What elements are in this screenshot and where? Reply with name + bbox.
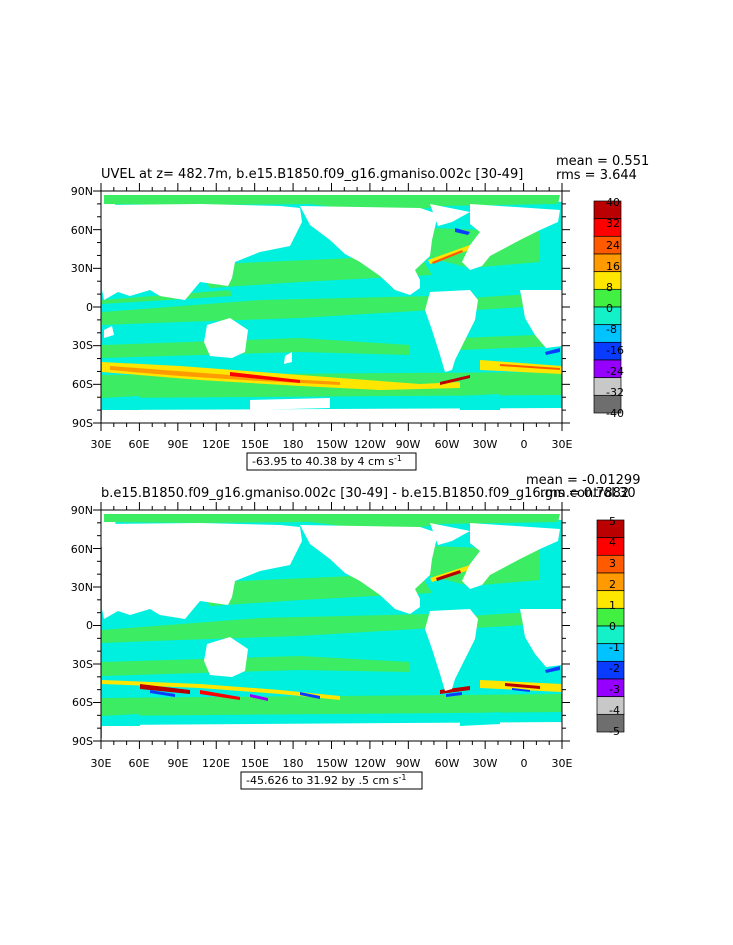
lon-label: 30E [552, 438, 573, 451]
lon-label: 90W [396, 757, 421, 770]
lat-label: 30S [72, 658, 93, 671]
panel-2-map [101, 510, 562, 741]
colorbar-label: -2 [609, 662, 620, 675]
colorbar-label: 16 [606, 260, 620, 273]
lon-label: 60W [435, 438, 460, 451]
panel-2-range-exp: -1 [398, 773, 406, 782]
lat-label: 60N [71, 543, 93, 556]
lon-label: 150W [316, 757, 348, 770]
lat-label: 0 [86, 619, 93, 632]
lat-label: 90S [72, 417, 93, 430]
colorbar-swatch [596, 713, 625, 733]
panel-1-range-box [246, 452, 417, 471]
lon-label: 150W [316, 438, 348, 451]
colorbar-label: -8 [606, 323, 617, 336]
panel-1: UVEL at z= 482.7m, b.e15.B1850.f09_g16.g… [71, 154, 649, 471]
lat-label: 60N [71, 224, 93, 237]
colorbar-label: 3 [609, 557, 616, 570]
lon-label: 30W [473, 438, 498, 451]
lon-label: 30E [91, 757, 112, 770]
panel-1-range-text: -63.95 to 40.38 by 4 cm s [252, 455, 394, 468]
panel-2-lat-labels: 90N 60N 30N 0 30S 60S 90S [71, 504, 93, 748]
panel-1-range: -63.95 to 40.38 by 4 cm s-1 [252, 454, 402, 468]
lon-label: 120E [202, 757, 230, 770]
colorbar-label: 4 [609, 536, 616, 549]
lon-label: 30E [552, 757, 573, 770]
lon-label: 180 [283, 438, 304, 451]
colorbar-label: -4 [609, 704, 620, 717]
lon-label: 180 [283, 757, 304, 770]
colorbar-label: 1 [609, 599, 616, 612]
colorbar-label: -16 [606, 344, 624, 357]
lon-label: 120E [202, 438, 230, 451]
colorbar-label: 32 [606, 217, 620, 230]
lon-label: 60E [129, 757, 150, 770]
panel-2-range: -45.626 to 31.92 by .5 cm s-1 [246, 773, 406, 787]
lon-label: 90W [396, 438, 421, 451]
colorbar-label: -1 [609, 641, 620, 654]
lat-label: 30S [72, 339, 93, 352]
panel-1-range-exp: -1 [394, 454, 402, 463]
panel-1-map [101, 191, 562, 423]
colorbar-label: -32 [606, 386, 624, 399]
panel-2-range-box [240, 771, 423, 790]
lon-label: 150E [241, 757, 269, 770]
panel-1-ticks [93, 183, 570, 431]
lat-label: 0 [86, 301, 93, 314]
lon-label: 120W [354, 757, 386, 770]
colorbar-label: -3 [609, 683, 620, 696]
lat-label: 30N [71, 581, 93, 594]
panel-1-rms: rms = 3.644 [556, 168, 637, 183]
colorbar-label: 24 [606, 239, 620, 252]
lon-label: 0 [521, 438, 528, 451]
panel-1-mean: mean = 0.551 [556, 154, 649, 169]
colorbar-label: 0 [609, 620, 616, 633]
lat-label: 60S [72, 378, 93, 391]
lon-label: 150E [241, 438, 269, 451]
lat-label: 60S [72, 696, 93, 709]
colorbar-label: 5 [609, 515, 616, 528]
colorbar-label: -40 [606, 407, 624, 420]
colorbar-label: -5 [609, 725, 620, 738]
panel-2: b.e15.B1850.f09_g16.gmaniso.002c [30-49]… [71, 473, 640, 790]
panel-2-title: b.e15.B1850.f09_g16.gmaniso.002c [30-49]… [101, 486, 636, 501]
lat-label: 90S [72, 735, 93, 748]
colorbar-label: 8 [606, 281, 613, 294]
panel-2-ticks [93, 502, 570, 749]
colorbar-label: 40 [606, 196, 620, 209]
lat-label: 30N [71, 262, 93, 275]
panel-2-lon-labels: 30E 60E 90E 120E 150E 180 150W 120W 90W … [91, 757, 573, 770]
panel-2-colorbar-labels: 5 4 3 2 1 0 -1 -2 -3 -4 -5 [609, 515, 620, 738]
panel-2-colorbar [596, 519, 625, 733]
panel-1-colorbar-labels: 40 32 24 16 8 0 -8 -16 -24 -32 -40 [606, 196, 624, 420]
panel-1-lat-labels: 90N 60N 30N 0 30S 60S 90S [71, 185, 93, 430]
lon-label: 30E [91, 438, 112, 451]
panel-1-colorbar [593, 200, 622, 414]
panel-2-rms: rms = 0.7882 [540, 486, 629, 501]
colorbar-swatch [593, 394, 622, 414]
panel-2-range-text: -45.626 to 31.92 by .5 cm s [246, 774, 399, 787]
panel-2-mean: mean = -0.01299 [526, 473, 640, 488]
lat-label: 90N [71, 185, 93, 198]
lon-label: 60E [129, 438, 150, 451]
lon-label: 60W [435, 757, 460, 770]
lon-label: 120W [354, 438, 386, 451]
lon-label: 0 [521, 757, 528, 770]
lat-label: 90N [71, 504, 93, 517]
panel-1-lon-labels: 30E 60E 90E 120E 150E 180 150W 120W 90W … [91, 438, 573, 451]
colorbar-label: -24 [606, 365, 624, 378]
colorbar-label: 2 [609, 578, 616, 591]
colorbar-label: 0 [606, 302, 613, 315]
lon-label: 90E [168, 757, 189, 770]
lon-label: 30W [473, 757, 498, 770]
panel-1-title: UVEL at z= 482.7m, b.e15.B1850.f09_g16.g… [101, 167, 523, 182]
lon-label: 90E [168, 438, 189, 451]
